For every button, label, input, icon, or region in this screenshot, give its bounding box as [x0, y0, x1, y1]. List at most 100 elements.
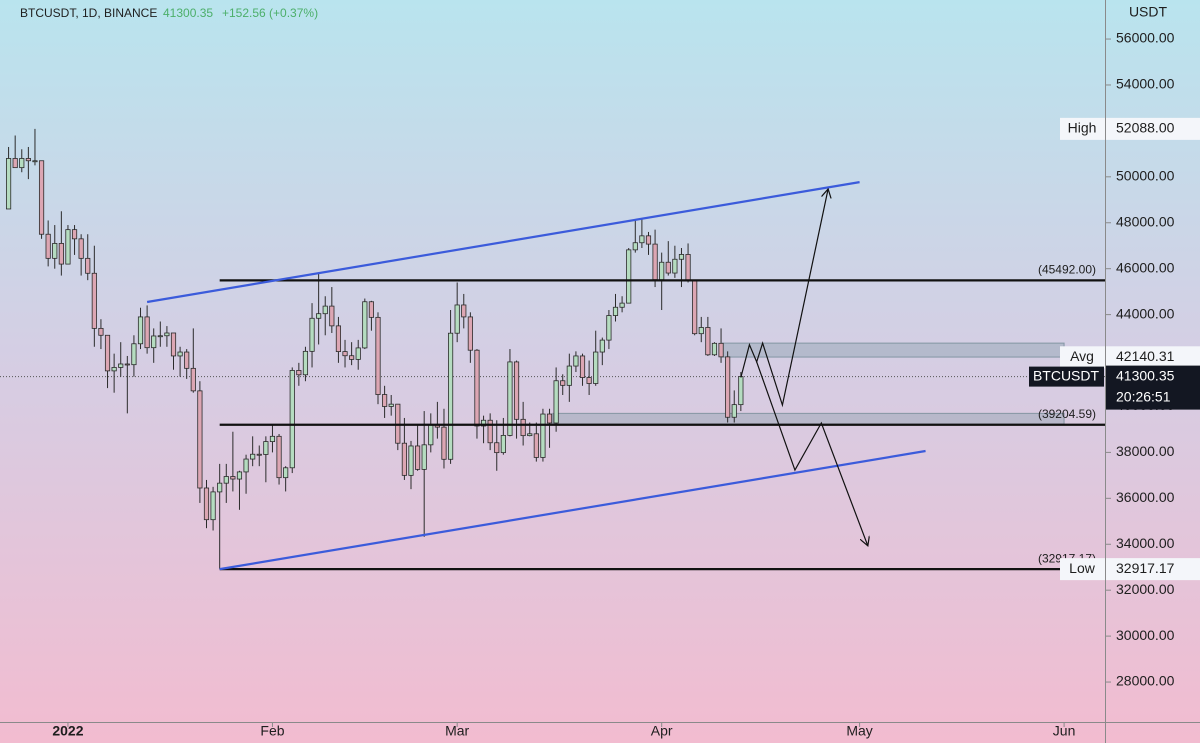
candle-body [520, 418, 526, 437]
candle-body [45, 233, 51, 259]
badge-name: Avg [1070, 348, 1094, 364]
y-tick-label: 48000.00 [1116, 213, 1175, 229]
candle-body [698, 327, 704, 335]
candle-body [474, 349, 480, 427]
candle-body [124, 363, 130, 366]
candle-body [355, 347, 361, 360]
badge-value: 32917.17 [1116, 560, 1175, 576]
candle-body [296, 370, 302, 376]
candle-body [19, 158, 25, 169]
candle-body [197, 390, 203, 489]
candle-body [507, 361, 513, 436]
candle-body [223, 476, 229, 484]
badge-value: 42140.31 [1116, 348, 1175, 364]
candle-body [560, 380, 566, 386]
candle-body [329, 305, 335, 327]
candle-body [144, 316, 150, 349]
zone [721, 342, 1065, 358]
price-change: +152.56 (+0.37%) [222, 6, 318, 20]
candle-body [401, 442, 407, 476]
x-tick-label: 2022 [52, 723, 83, 739]
y-tick-label: 34000.00 [1116, 535, 1175, 551]
trendline [219, 449, 926, 571]
candle-body [263, 441, 269, 455]
candle-body [32, 160, 38, 163]
y-tick-label: 56000.00 [1116, 30, 1175, 46]
candle-body [5, 158, 12, 210]
candle-body [58, 243, 64, 265]
level-label: (39204.59) [1038, 407, 1096, 421]
marker-badge [1106, 117, 1200, 140]
candle-body [71, 229, 78, 240]
candle-body [289, 370, 295, 469]
badge-name: Low [1069, 560, 1096, 576]
x-tick-label: May [846, 723, 872, 739]
candle-body [349, 355, 355, 360]
candle-body [25, 158, 31, 162]
y-tick-label: 30000.00 [1116, 627, 1175, 643]
y-tick-label: 38000.00 [1116, 443, 1175, 459]
candle-body [217, 482, 223, 493]
candle-body [599, 339, 605, 353]
candle-body [705, 327, 711, 356]
badge-timer: 20:26:51 [1116, 388, 1171, 404]
candle-body [104, 334, 111, 372]
y-tick-label: 28000.00 [1116, 673, 1175, 689]
candle-body [500, 435, 506, 454]
candle-body [302, 350, 309, 376]
candle-body [441, 426, 447, 460]
candle-body [672, 258, 678, 274]
candle-body [546, 413, 553, 424]
candle-body [632, 242, 638, 251]
candle-body [52, 243, 58, 259]
badge-name: BTCUSDT [1033, 367, 1100, 383]
y-axis-label: USDT [1129, 4, 1168, 20]
candle-body [243, 458, 249, 473]
candle-body [283, 467, 289, 479]
candle-body [210, 491, 216, 521]
candle-body [665, 261, 671, 274]
candle-body [203, 487, 210, 521]
candle-body [375, 316, 381, 395]
candle-body [612, 306, 619, 316]
candle-body [164, 332, 170, 337]
candle-body [480, 419, 487, 427]
candle-body [513, 361, 520, 420]
candle-body [322, 305, 328, 315]
candle-body [230, 476, 236, 480]
candle-body [566, 365, 572, 386]
badge-value: 41300.35 [1116, 367, 1175, 383]
candle-body [382, 394, 388, 407]
candle-body [335, 325, 342, 352]
candle-body [408, 445, 414, 476]
candle-body [586, 377, 592, 384]
candle-body [533, 433, 539, 458]
y-tick-label: 36000.00 [1116, 489, 1175, 505]
y-tick-label: 54000.00 [1116, 76, 1175, 92]
x-tick-label: Apr [651, 723, 673, 739]
candle-body [540, 413, 546, 458]
candle-body [692, 279, 698, 335]
candle-body [342, 351, 348, 357]
candle-body [362, 301, 368, 349]
marker-badge [1106, 346, 1200, 369]
x-tick-label: Feb [260, 723, 284, 739]
candle-body [573, 355, 579, 367]
candle-body [725, 356, 731, 418]
candle-body [454, 304, 460, 334]
candle-body [553, 380, 559, 424]
candle-body [256, 453, 262, 456]
candle-body [276, 435, 282, 479]
candle-body [91, 272, 97, 329]
candle-body [738, 376, 744, 406]
y-tick-label: 50000.00 [1116, 168, 1175, 184]
candle-body [415, 445, 421, 470]
candle-body [118, 363, 124, 368]
last-price: 41300.35 [163, 6, 213, 20]
marker-badge [1060, 117, 1105, 140]
candle-body [316, 313, 322, 319]
candle-body [190, 367, 196, 392]
level-label: (45492.00) [1038, 263, 1096, 277]
projection-path [740, 190, 828, 408]
